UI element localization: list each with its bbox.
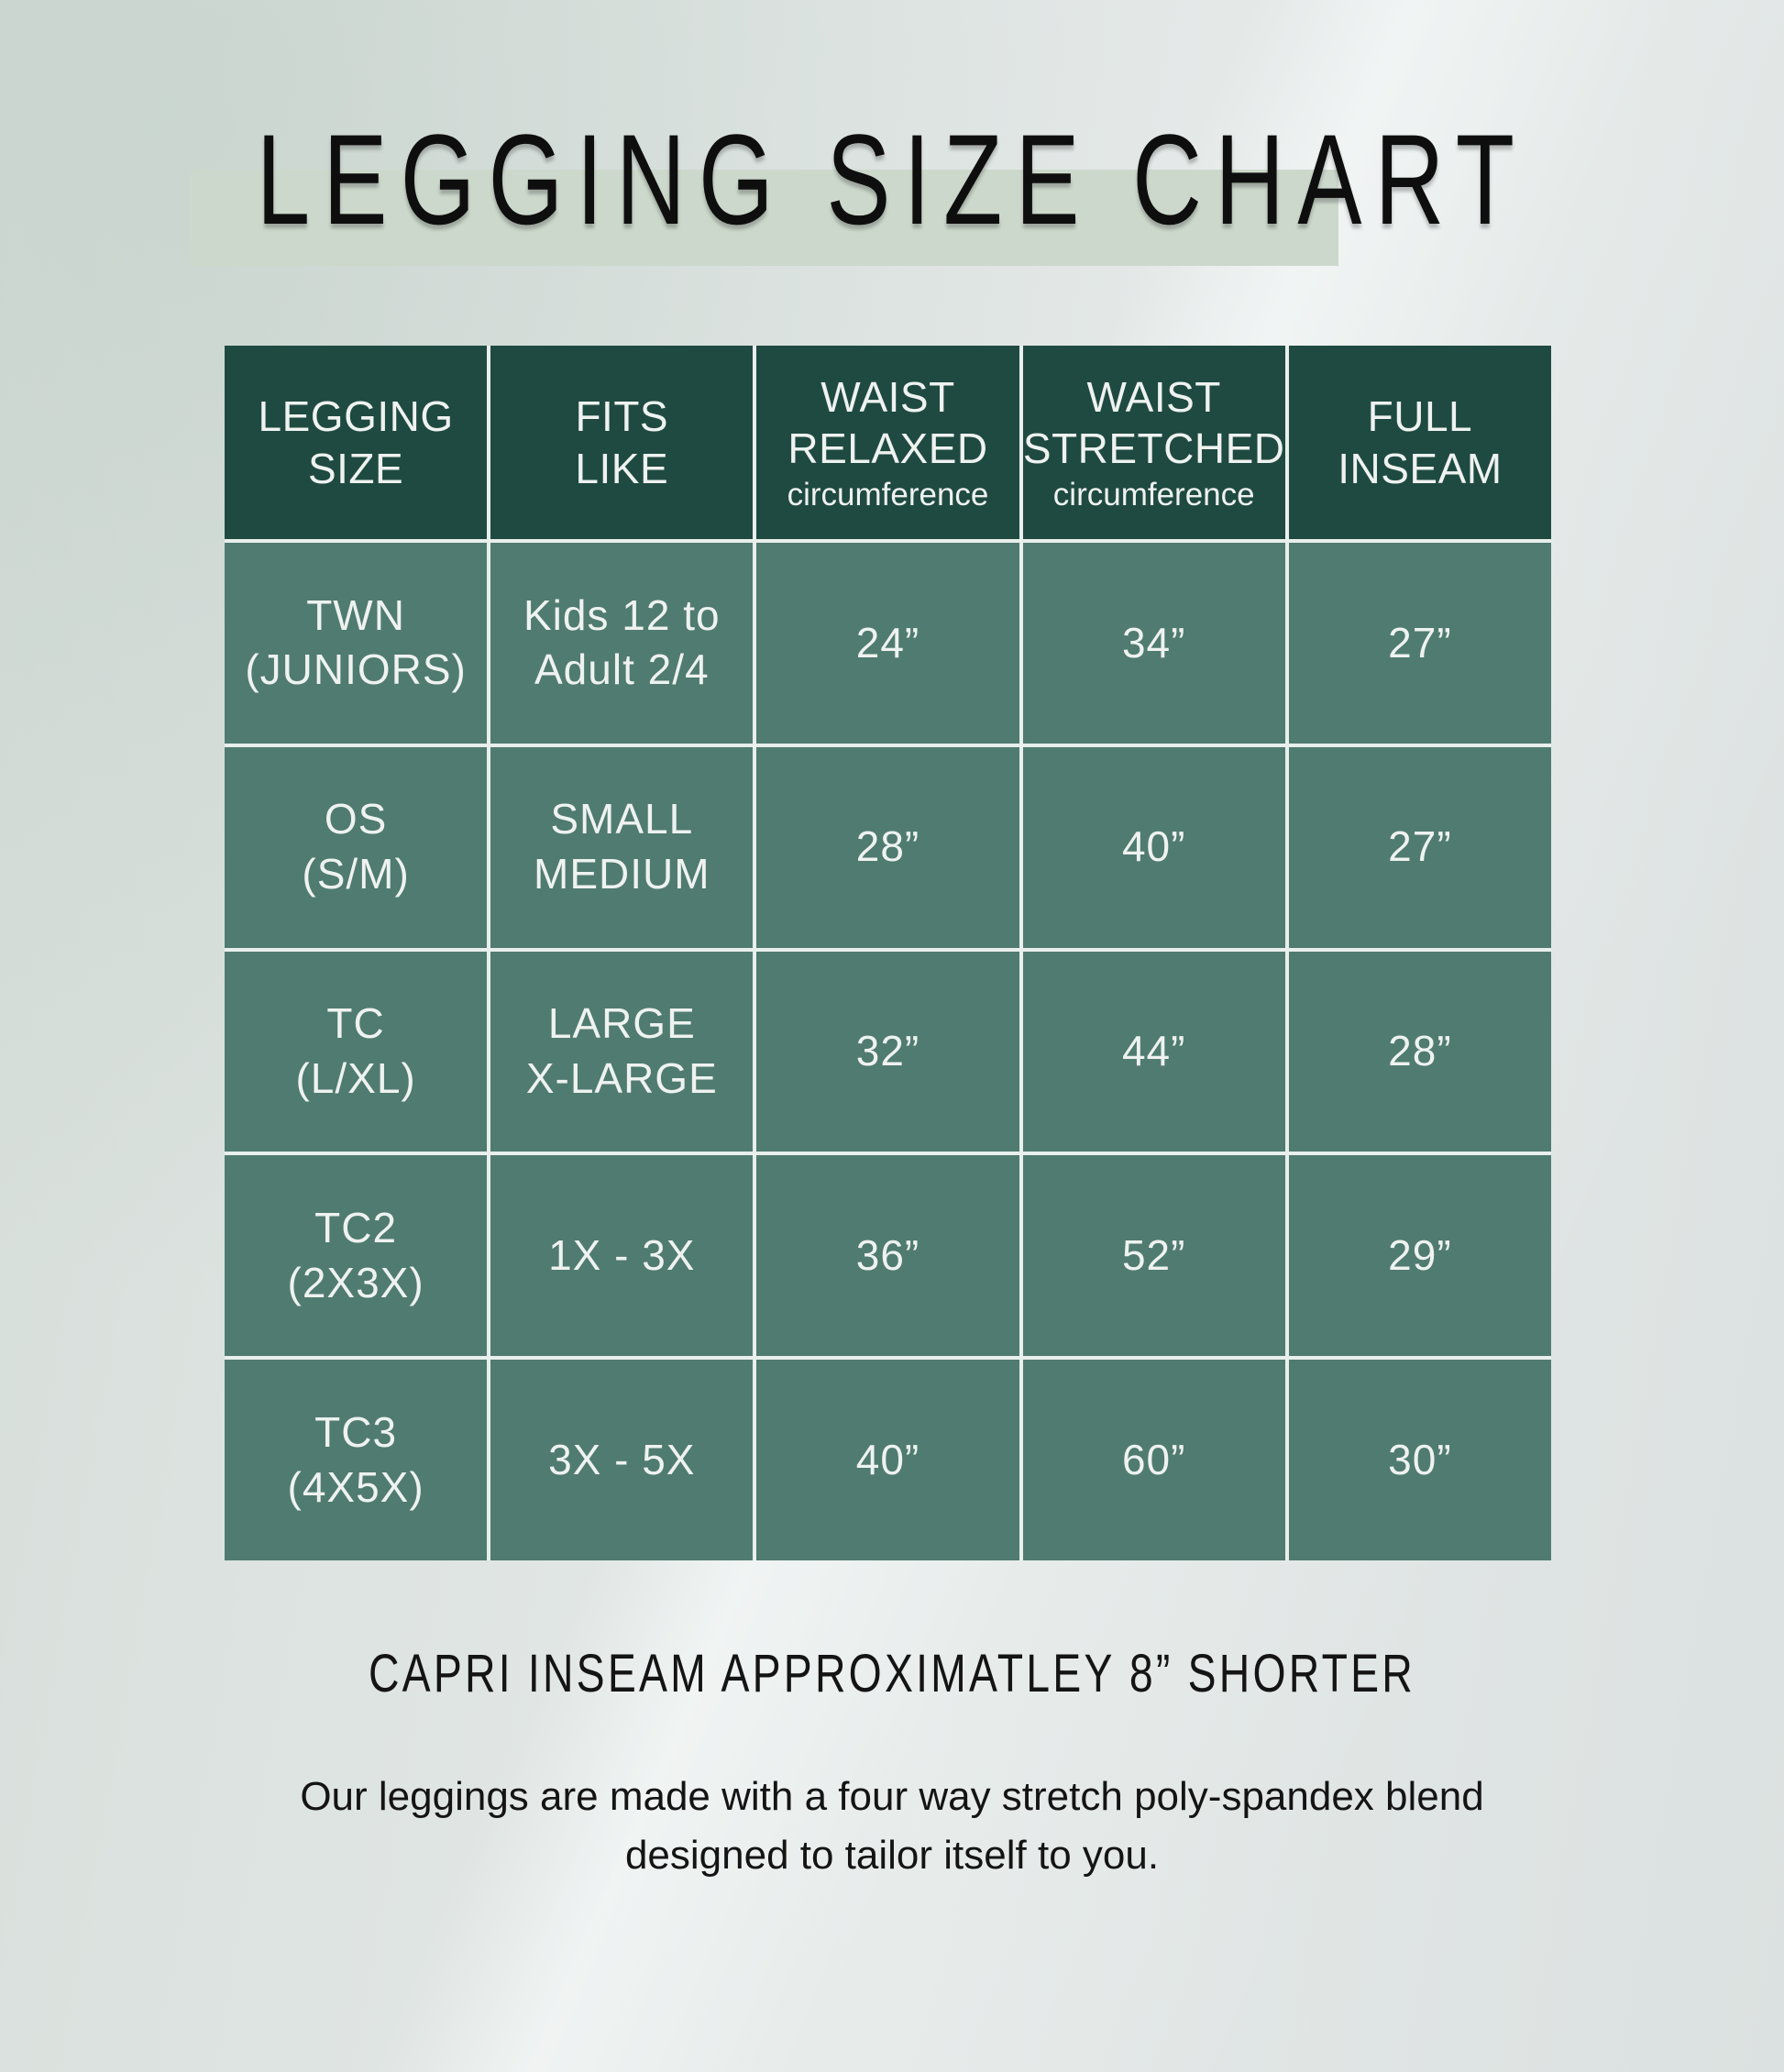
header-label: FULL INSEAM <box>1338 392 1503 492</box>
row-1-full-inseam: 27” <box>1288 746 1551 948</box>
row-2-full-inseam: 28” <box>1288 951 1551 1152</box>
row-2-fits-like: LARGE X-LARGE <box>490 951 754 1152</box>
row-3-waist-relaxed: 36” <box>756 1155 1019 1357</box>
cell-text: 32” <box>855 1027 920 1075</box>
row-2-waist-relaxed: 32” <box>756 951 1019 1152</box>
cell-text: 1X - 3X <box>548 1230 696 1279</box>
cell-text: 28” <box>855 822 920 871</box>
row-3-legging-size: TC2 (2X3X) <box>225 1155 488 1357</box>
cell-text: 40” <box>1121 822 1186 871</box>
row-0-waist-stretched: 34” <box>1022 543 1285 744</box>
row-1-waist-stretched: 40” <box>1022 746 1285 948</box>
cell-text: 3X - 5X <box>548 1435 696 1483</box>
header-cell-legging-size: LEGGING SIZE <box>225 346 488 539</box>
row-3-waist-stretched: 52” <box>1022 1155 1285 1357</box>
header-sublabel: circumference <box>1052 476 1255 512</box>
cell-text: TC2 (2X3X) <box>287 1203 424 1306</box>
row-0-waist-relaxed: 24” <box>756 543 1019 744</box>
cell-text: 30” <box>1388 1435 1452 1483</box>
row-4-waist-relaxed: 40” <box>756 1360 1019 1560</box>
header-label: FITS LIKE <box>575 392 669 492</box>
cell-text: 34” <box>1121 618 1186 667</box>
header-cell-full-inseam: FULL INSEAM <box>1288 346 1551 539</box>
capri-inseam-note: CAPRI INSEAM APPROXIMATLEY 8” SHORTER <box>368 1644 1416 1703</box>
cell-text: 40” <box>855 1435 920 1483</box>
cell-text: 29” <box>1388 1230 1452 1279</box>
row-1-waist-relaxed: 28” <box>756 746 1019 948</box>
header-label: LEGGING SIZE <box>258 392 454 492</box>
row-3-full-inseam: 29” <box>1288 1155 1551 1357</box>
row-2-waist-stretched: 44” <box>1022 951 1285 1152</box>
cell-text: 24” <box>855 618 920 667</box>
cell-text: LARGE X-LARGE <box>525 999 718 1102</box>
row-4-legging-size: TC3 (4X5X) <box>225 1360 488 1560</box>
header-cell-waist-stretched: WAIST STRETCHED circumference <box>1022 346 1285 539</box>
cell-text: 27” <box>1388 822 1452 871</box>
row-0-full-inseam: 27” <box>1288 543 1551 744</box>
size-chart-table: LEGGING SIZE FITS LIKE WAIST RELAXED cir… <box>225 346 1551 1560</box>
header-cell-fits-like: FITS LIKE <box>490 346 754 539</box>
row-1-legging-size: OS (S/M) <box>225 746 488 948</box>
header-label: WAIST RELAXED <box>787 372 988 472</box>
cell-text: 44” <box>1121 1027 1186 1075</box>
header-label: WAIST STRETCHED <box>1022 372 1285 472</box>
cell-text: TWN (JUNIORS) <box>245 590 467 694</box>
cell-text: TC3 (4X5X) <box>287 1407 424 1511</box>
title-highlight-band <box>191 170 1338 266</box>
fabric-description: Our leggings are made with a four way st… <box>300 1774 1484 1878</box>
row-4-waist-stretched: 60” <box>1022 1360 1285 1560</box>
row-2-legging-size: TC (L/XL) <box>225 951 488 1152</box>
row-1-fits-like: SMALL MEDIUM <box>490 746 754 948</box>
row-4-full-inseam: 30” <box>1288 1360 1551 1560</box>
cell-text: SMALL MEDIUM <box>534 795 710 898</box>
row-0-fits-like: Kids 12 to Adult 2/4 <box>490 543 754 744</box>
cell-text: 28” <box>1388 1027 1452 1075</box>
cell-text: 52” <box>1121 1230 1186 1279</box>
cell-text: Kids 12 to Adult 2/4 <box>523 590 721 694</box>
page-title: LEGGING SIZE CHART <box>256 107 1528 251</box>
cell-text: 36” <box>855 1230 920 1279</box>
header-sublabel: circumference <box>787 476 989 512</box>
header-cell-waist-relaxed: WAIST RELAXED circumference <box>756 346 1019 539</box>
row-4-fits-like: 3X - 5X <box>490 1360 754 1560</box>
cell-text: TC (L/XL) <box>295 999 416 1102</box>
cell-text: 27” <box>1388 618 1452 667</box>
row-3-fits-like: 1X - 3X <box>490 1155 754 1357</box>
cell-text: OS (S/M) <box>302 795 410 898</box>
row-0-legging-size: TWN (JUNIORS) <box>225 543 488 744</box>
cell-text: 60” <box>1121 1435 1186 1483</box>
